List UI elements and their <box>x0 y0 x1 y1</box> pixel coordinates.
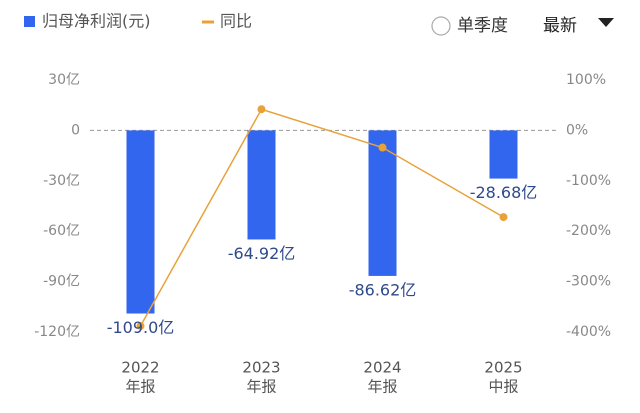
x-tick-label: 2025 <box>484 359 522 377</box>
line-point <box>257 105 266 114</box>
radio-label[interactable]: 单季度 <box>457 16 508 36</box>
y2-tick-label: -100% <box>566 173 611 189</box>
value-label: -86.62亿 <box>349 280 417 299</box>
y-tick-label: 30亿 <box>48 72 80 88</box>
line-point <box>378 143 387 152</box>
y2-tick-label: -200% <box>566 223 611 239</box>
value-label: -64.92亿 <box>228 244 296 263</box>
value-label: -28.68亿 <box>470 183 538 202</box>
line <box>139 108 504 327</box>
x-tick-sublabel: 中报 <box>488 378 518 396</box>
y-tick-label: -90亿 <box>43 274 80 290</box>
bar <box>126 130 155 314</box>
x-tick-label: 2022 <box>121 359 159 377</box>
y2-tick-label: 100% <box>566 72 606 88</box>
bar <box>368 130 397 276</box>
y-tick-label: -30亿 <box>43 173 80 189</box>
y2-tick-label: 0% <box>566 122 588 138</box>
x-tick-label: 2024 <box>363 359 401 377</box>
value-label: -109.0亿 <box>107 318 175 337</box>
radio-circle[interactable] <box>431 16 451 36</box>
line-point <box>136 321 145 330</box>
x-tick-sublabel: 年报 <box>367 378 397 396</box>
y-tick-label: -120亿 <box>34 324 80 340</box>
legend-swatch <box>24 16 35 27</box>
dropdown-label[interactable]: 最新 <box>543 16 577 36</box>
period-radio[interactable]: 单季度 <box>431 16 508 36</box>
bar <box>247 130 276 240</box>
legend-label: 归母净利润(元) <box>42 12 151 31</box>
legend-label: 同比 <box>220 12 252 31</box>
line-point <box>499 213 508 222</box>
y2-tick-label: -300% <box>566 274 611 290</box>
x-tick-sublabel: 年报 <box>125 378 155 396</box>
y-tick-label: -60亿 <box>43 223 80 239</box>
y2-tick-label: -400% <box>566 324 611 340</box>
dropdown-arrow[interactable] <box>598 18 614 27</box>
x-tick-label: 2023 <box>242 359 280 377</box>
x-tick-sublabel: 年报 <box>246 378 276 396</box>
sort-dropdown[interactable]: 最新 <box>543 16 614 36</box>
bar <box>489 130 518 179</box>
y-tick-label: 0 <box>71 122 80 138</box>
